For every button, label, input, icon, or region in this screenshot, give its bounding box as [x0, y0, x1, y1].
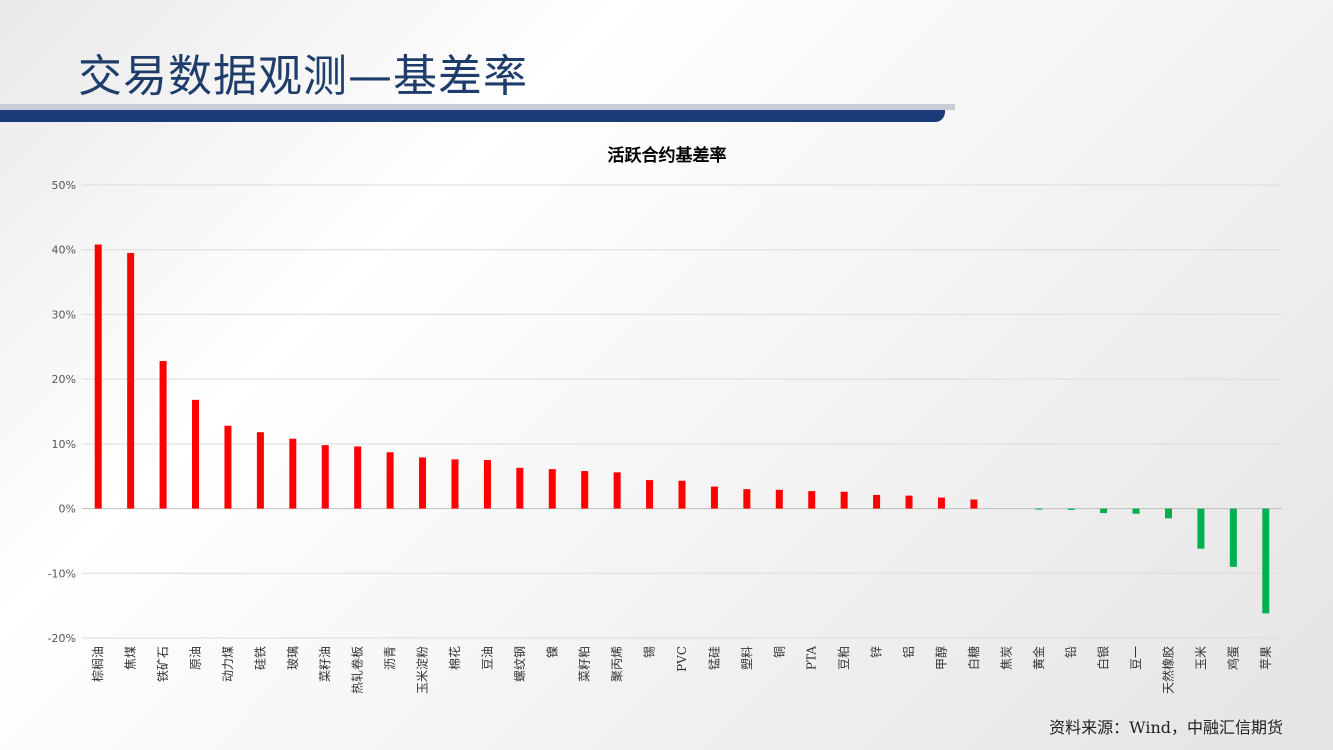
x-category-label: 棕榈油	[90, 646, 105, 682]
y-tick-label: 0%	[59, 503, 76, 516]
x-category-label: 硅铁	[253, 646, 267, 670]
bar	[483, 460, 491, 509]
x-category-label: 塑料	[739, 646, 754, 670]
x-category-label: 螺纹钢	[513, 646, 527, 682]
x-category-label: 菜籽粕	[577, 646, 592, 682]
bar	[710, 486, 718, 509]
bar	[354, 446, 362, 509]
title-underline-bar	[0, 110, 945, 122]
bar	[127, 252, 135, 509]
bar	[937, 497, 945, 509]
x-category-label: 豆油	[480, 646, 494, 670]
bar	[386, 452, 394, 509]
y-tick-label: -20%	[48, 632, 76, 645]
x-category-label: 菜籽油	[318, 646, 332, 682]
bar	[321, 445, 329, 509]
x-category-label: 焦煤	[124, 646, 138, 670]
y-tick-label: 50%	[52, 179, 76, 192]
bar	[581, 471, 589, 509]
bar	[159, 361, 167, 509]
y-tick-label: 10%	[52, 438, 76, 451]
x-category-label: PVC	[675, 646, 689, 672]
x-category-label: 动力煤	[221, 646, 235, 682]
bar	[1067, 508, 1075, 510]
bar	[970, 499, 978, 509]
x-category-label: 天然橡胶	[1160, 646, 1175, 694]
x-category-label: 铅	[1064, 646, 1078, 658]
bar	[775, 489, 783, 509]
bar	[1262, 508, 1270, 614]
bar	[289, 438, 297, 509]
grid-lines	[82, 184, 1282, 639]
bar	[1100, 508, 1108, 514]
x-category-label: 鸡蛋	[1225, 646, 1240, 670]
x-category-label: 铜	[771, 646, 786, 658]
x-category-label: 锌	[870, 646, 884, 658]
y-tick-label: 20%	[52, 373, 76, 386]
bar	[1164, 508, 1172, 519]
x-category-label: 沥青	[383, 646, 397, 670]
y-tick-label: -10%	[48, 567, 76, 580]
x-category-label: 锰硅	[706, 646, 721, 670]
x-category-label: 甲醇	[933, 646, 948, 670]
bar	[419, 457, 427, 509]
bar	[1132, 508, 1140, 514]
x-category-label: 黄金	[1031, 646, 1046, 670]
bar	[905, 495, 913, 509]
x-axis: 棕榈油 焦煤 铁矿石 原油 动力煤 硅铁 玻璃 菜籽油 热轧卷板 沥青 玉米淀粉 棉花 豆油 螺纹钢 镍 菜籽…	[90, 646, 1273, 694]
x-category-label: 豆粕	[836, 646, 851, 670]
source-note: 资料来源：Wind，中融汇信期货	[1049, 718, 1283, 737]
x-category-label: 焦炭	[999, 646, 1013, 670]
x-category-label: 玉米	[1194, 646, 1208, 670]
y-tick-label: 40%	[52, 244, 76, 257]
x-category-label: 玻璃	[286, 646, 300, 670]
x-category-label: PTA	[805, 646, 819, 670]
x-category-label: 镍	[545, 646, 559, 658]
x-category-label: 锡	[642, 646, 657, 658]
bar	[873, 494, 881, 509]
x-category-label: 苹果	[1259, 646, 1273, 670]
bar	[840, 491, 848, 509]
x-category-label: 铝	[901, 646, 916, 658]
x-category-label: 白银	[1096, 646, 1111, 670]
title-underline-light	[0, 104, 955, 110]
bar	[548, 469, 556, 509]
bar	[451, 459, 459, 509]
bar	[256, 432, 264, 509]
bar	[516, 467, 524, 509]
chart-title: 活跃合约基差率	[608, 145, 727, 166]
bar	[224, 425, 232, 509]
bar	[1035, 508, 1043, 510]
bar	[192, 399, 200, 509]
bar	[743, 489, 751, 509]
bar	[646, 480, 654, 509]
bar	[678, 480, 686, 509]
y-tick-label: 30%	[52, 308, 76, 321]
page-title: 交易数据观测—基差率	[78, 51, 528, 102]
bars	[94, 244, 1270, 614]
x-category-label: 聚丙烯	[610, 646, 624, 682]
x-category-label: 玉米淀粉	[416, 646, 430, 694]
x-category-label: 白糖	[966, 646, 981, 670]
y-axis: 50% 40% 30% 20% 10% 0% -10% -20%	[48, 179, 76, 645]
bar	[613, 472, 621, 509]
x-category-label: 热轧卷板	[350, 646, 365, 694]
bar	[1197, 508, 1205, 549]
bar	[1229, 508, 1237, 567]
bar	[94, 244, 102, 509]
x-category-label: 铁矿石	[156, 646, 170, 682]
bar	[808, 491, 816, 509]
x-category-label: 原油	[189, 646, 203, 670]
x-category-label: 棉花	[447, 646, 462, 670]
x-category-label: 豆一	[1129, 646, 1143, 670]
